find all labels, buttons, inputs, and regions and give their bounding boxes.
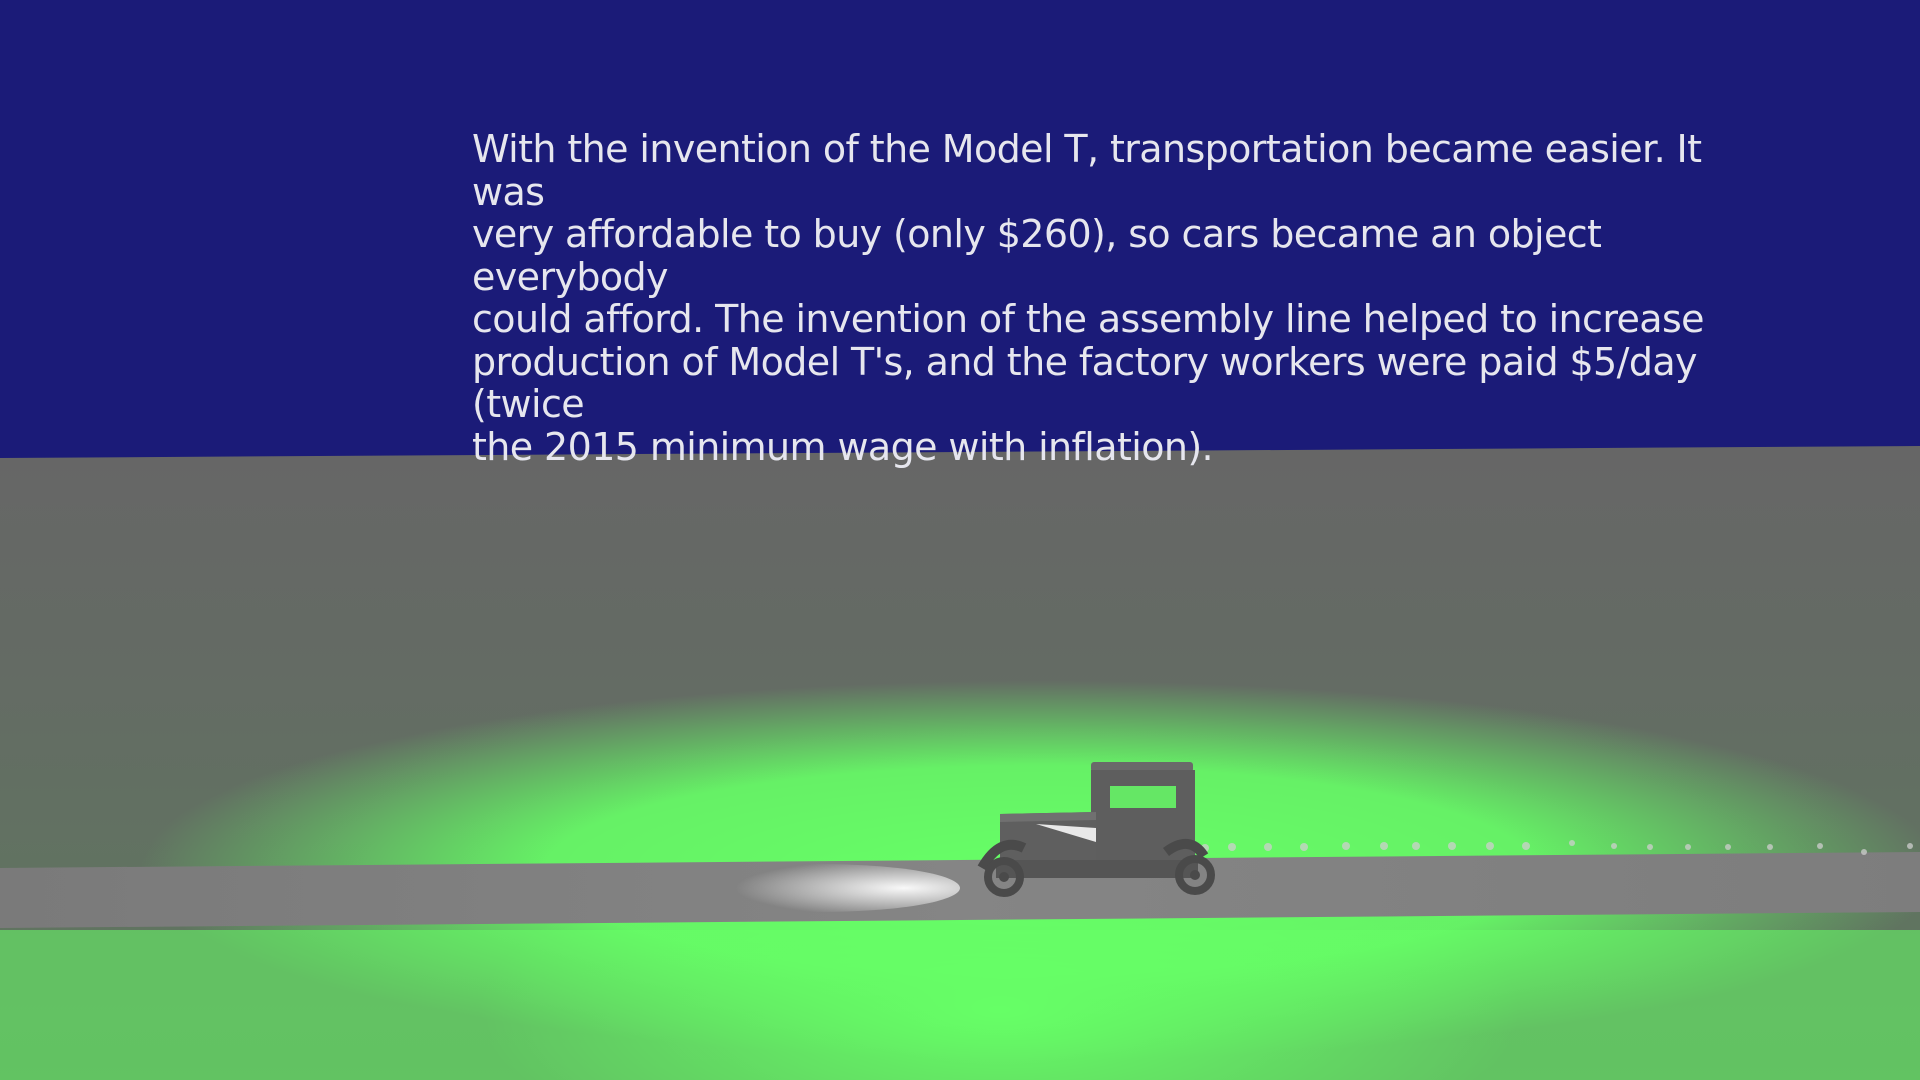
narration-text: With the invention of the Model T, trans… [472, 127, 1705, 469]
road [0, 852, 1920, 928]
model-t-car [977, 762, 1215, 897]
headlight-beam [680, 864, 960, 912]
sky [0, 0, 1920, 460]
ground-glow-band [0, 930, 1920, 1080]
exhaust-trail [1201, 840, 1913, 855]
